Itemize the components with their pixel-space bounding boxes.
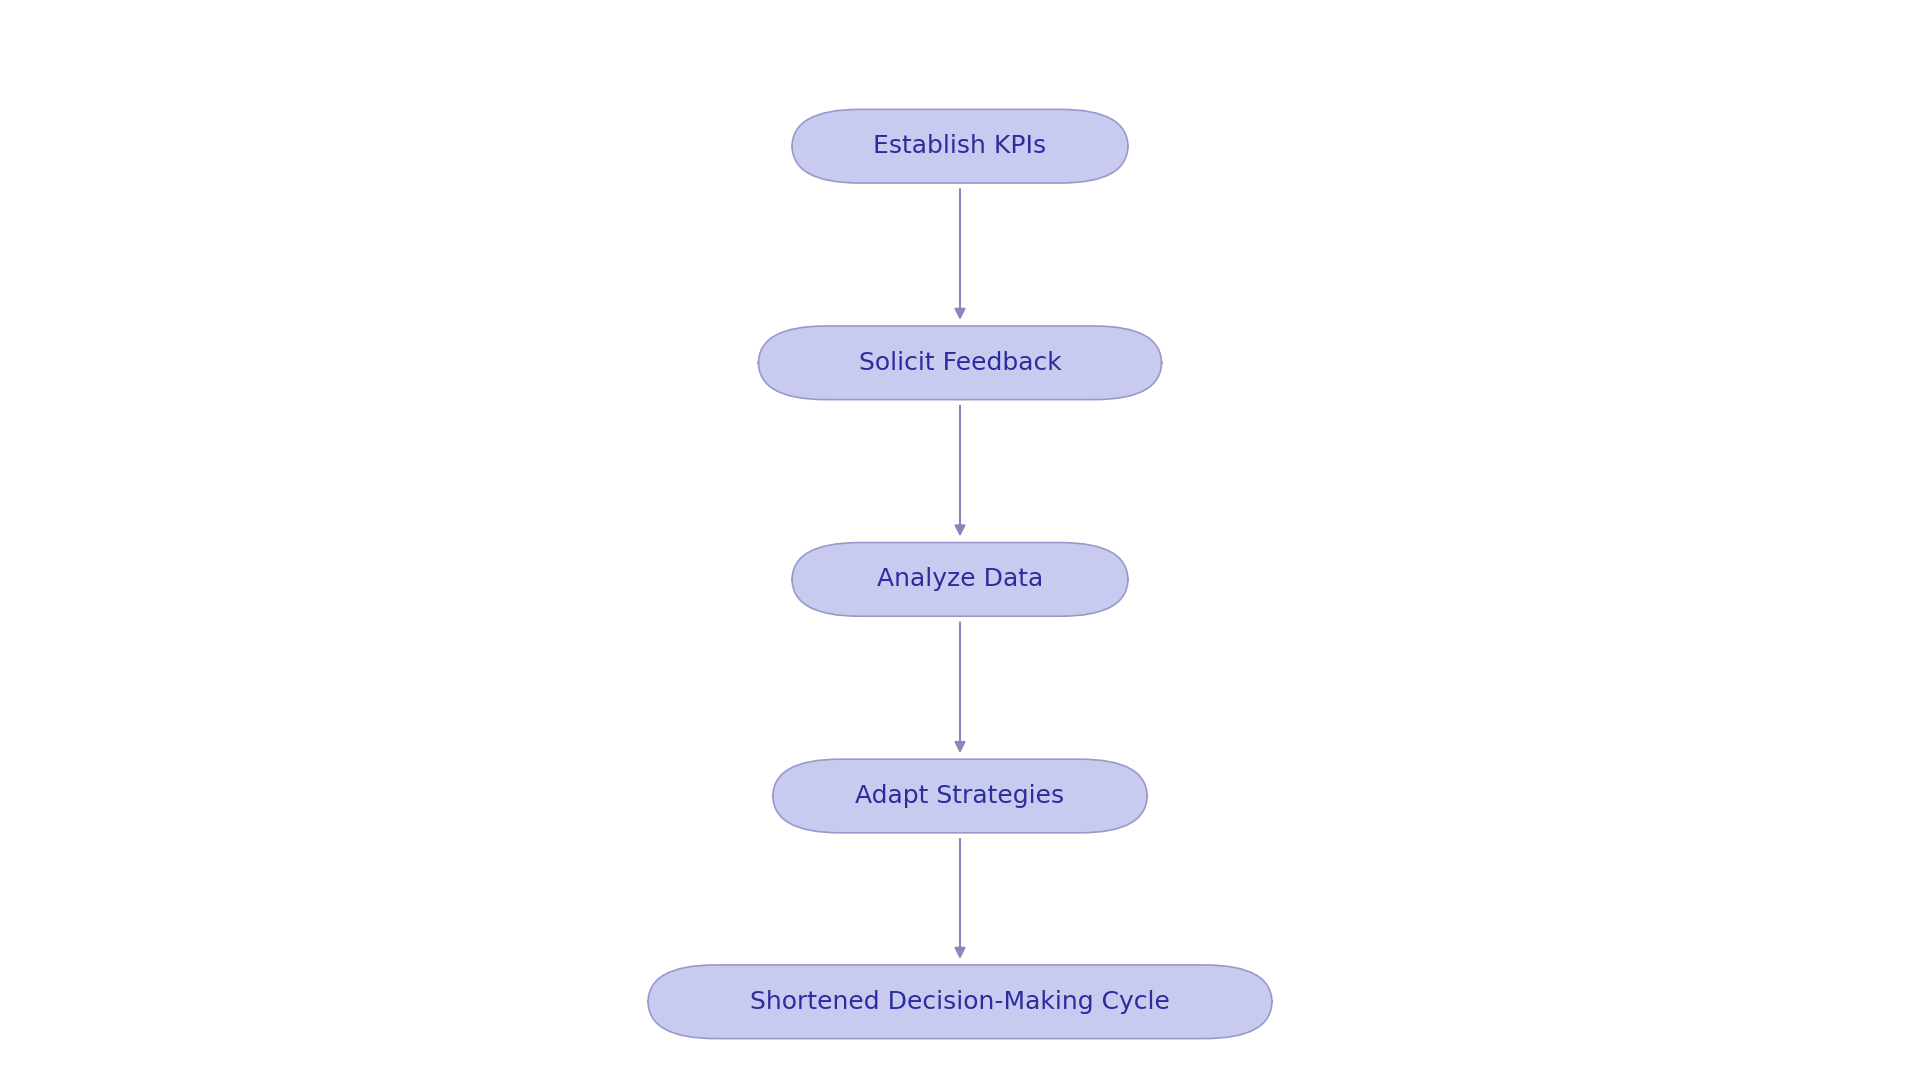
Text: Solicit Feedback: Solicit Feedback: [858, 351, 1062, 375]
FancyBboxPatch shape: [791, 109, 1127, 183]
Text: Shortened Decision-Making Cycle: Shortened Decision-Making Cycle: [751, 990, 1169, 1014]
Text: Establish KPIs: Establish KPIs: [874, 134, 1046, 158]
Text: Adapt Strategies: Adapt Strategies: [856, 784, 1064, 808]
FancyBboxPatch shape: [758, 326, 1162, 400]
FancyBboxPatch shape: [772, 759, 1146, 833]
FancyBboxPatch shape: [649, 965, 1273, 1039]
FancyBboxPatch shape: [791, 543, 1127, 616]
Text: Analyze Data: Analyze Data: [877, 567, 1043, 591]
